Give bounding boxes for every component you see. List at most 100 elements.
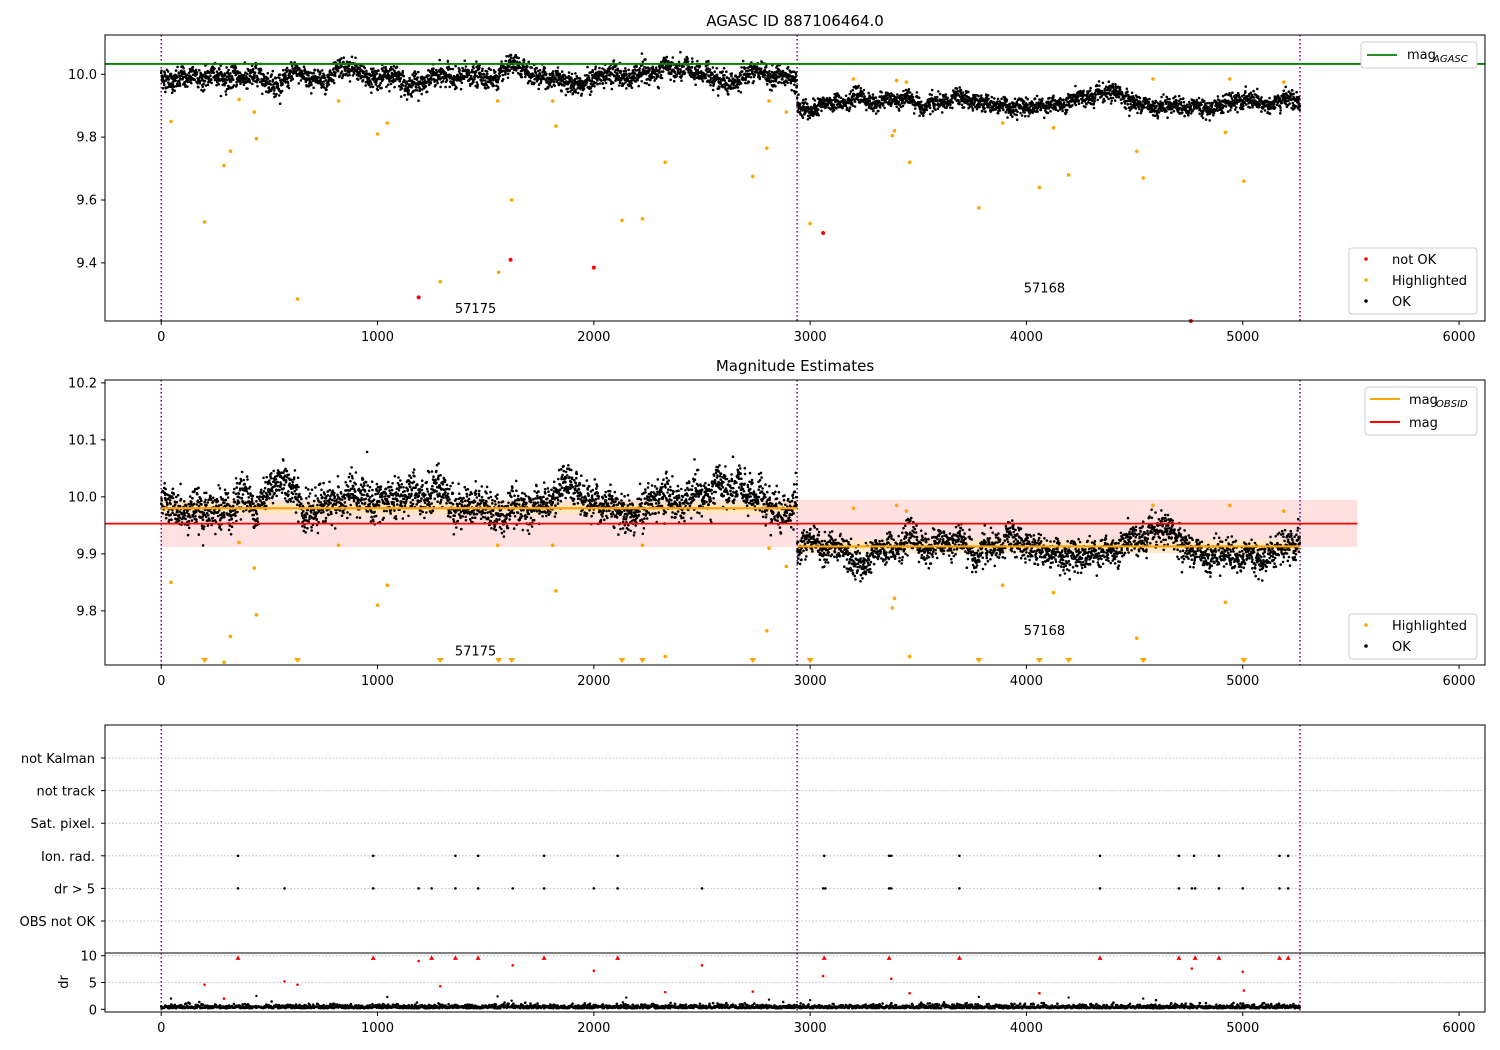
ok-point [670, 72, 673, 75]
ok-point [276, 82, 280, 86]
ok-point [174, 69, 178, 72]
ok-point [460, 73, 463, 76]
ok-point [586, 65, 589, 69]
ok-point [348, 73, 351, 77]
ok-point [804, 98, 808, 101]
ok-point [1041, 97, 1044, 101]
ok-point [223, 74, 227, 77]
ok-point [224, 93, 228, 96]
ok-point [669, 67, 672, 71]
ok-point [693, 77, 696, 81]
ok-point [1013, 97, 1017, 101]
ok-point [1287, 99, 1290, 102]
ok-point [300, 69, 304, 73]
ok-point [1077, 99, 1081, 102]
ok-point [1252, 96, 1256, 99]
ok-point [706, 67, 710, 70]
ok-point [418, 87, 422, 90]
ok-point [215, 78, 218, 82]
ok-point [567, 71, 571, 74]
ok-point [379, 81, 383, 85]
ok-point [996, 102, 999, 105]
ok-point [445, 76, 448, 80]
ok-point [1256, 95, 1260, 98]
ok-point [338, 74, 342, 77]
ok-point [542, 74, 545, 77]
ok-point [405, 80, 409, 83]
ok-point [549, 73, 552, 77]
ok-point [859, 86, 862, 90]
ok-point [494, 70, 497, 74]
ok-point [1044, 107, 1048, 110]
ok-point [1095, 84, 1099, 87]
ok-point [1284, 92, 1288, 95]
ok-point [570, 72, 574, 76]
ok-point [725, 70, 728, 73]
ok-point [1042, 102, 1045, 106]
ok-point [1279, 112, 1282, 115]
ok-point [1090, 102, 1093, 106]
ok-point [1120, 101, 1123, 105]
ok-point [330, 72, 334, 75]
ok-point [690, 65, 694, 69]
ok-point [375, 72, 379, 75]
ok-point [498, 74, 502, 78]
ok-point [870, 107, 874, 111]
ok-point [233, 69, 237, 73]
ok-point [1177, 99, 1181, 103]
ok-point [1015, 113, 1018, 117]
ok-point [679, 68, 682, 71]
ok-point [712, 82, 716, 86]
ok-point [594, 67, 597, 71]
ok-point [462, 77, 466, 80]
ok-point [932, 98, 936, 101]
ok-point [517, 56, 520, 60]
ok-point [463, 75, 466, 78]
ok-point [1153, 114, 1157, 118]
ok-point [1123, 102, 1127, 105]
ok-point [161, 87, 165, 90]
ok-point [887, 92, 891, 96]
ok-point [415, 78, 419, 81]
ok-point [868, 99, 872, 103]
ok-point [667, 68, 670, 72]
ok-point [874, 96, 878, 99]
ok-point [323, 76, 327, 80]
ok-point [645, 82, 649, 85]
ok-point [868, 105, 871, 108]
ok-point [1242, 104, 1245, 108]
ok-point [673, 71, 677, 74]
ok-point [203, 88, 206, 92]
ok-point [387, 70, 391, 73]
ok-point [860, 94, 864, 98]
ok-point [1143, 106, 1146, 109]
ok-point [851, 88, 854, 92]
ok-point [858, 94, 862, 97]
ok-point [194, 68, 198, 72]
ok-point [780, 81, 783, 85]
ok-point [485, 74, 488, 78]
ok-point [624, 69, 628, 73]
ok-point [485, 70, 489, 73]
ok-point [614, 79, 617, 83]
ok-point [826, 102, 830, 106]
ok-point [455, 86, 458, 90]
ok-point [162, 83, 166, 87]
ok-point [1026, 97, 1029, 101]
ok-point [444, 71, 448, 75]
ok-point [973, 95, 977, 99]
ok-point [560, 89, 563, 93]
ok-point [591, 70, 595, 74]
ok-point [971, 109, 975, 112]
ok-point [363, 66, 367, 70]
ok-point [186, 85, 189, 88]
ok-point [302, 72, 305, 76]
ok-point [817, 108, 820, 111]
ok-point [274, 95, 277, 98]
ok-point [1114, 83, 1117, 86]
ok-point [1006, 116, 1009, 119]
ok-point [829, 107, 833, 110]
ok-point [445, 78, 449, 82]
ok-point [1209, 112, 1212, 115]
